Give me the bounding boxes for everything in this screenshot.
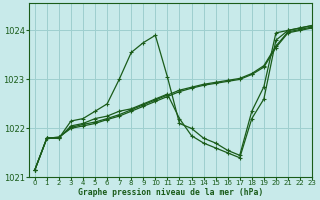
X-axis label: Graphe pression niveau de la mer (hPa): Graphe pression niveau de la mer (hPa) — [78, 188, 263, 197]
